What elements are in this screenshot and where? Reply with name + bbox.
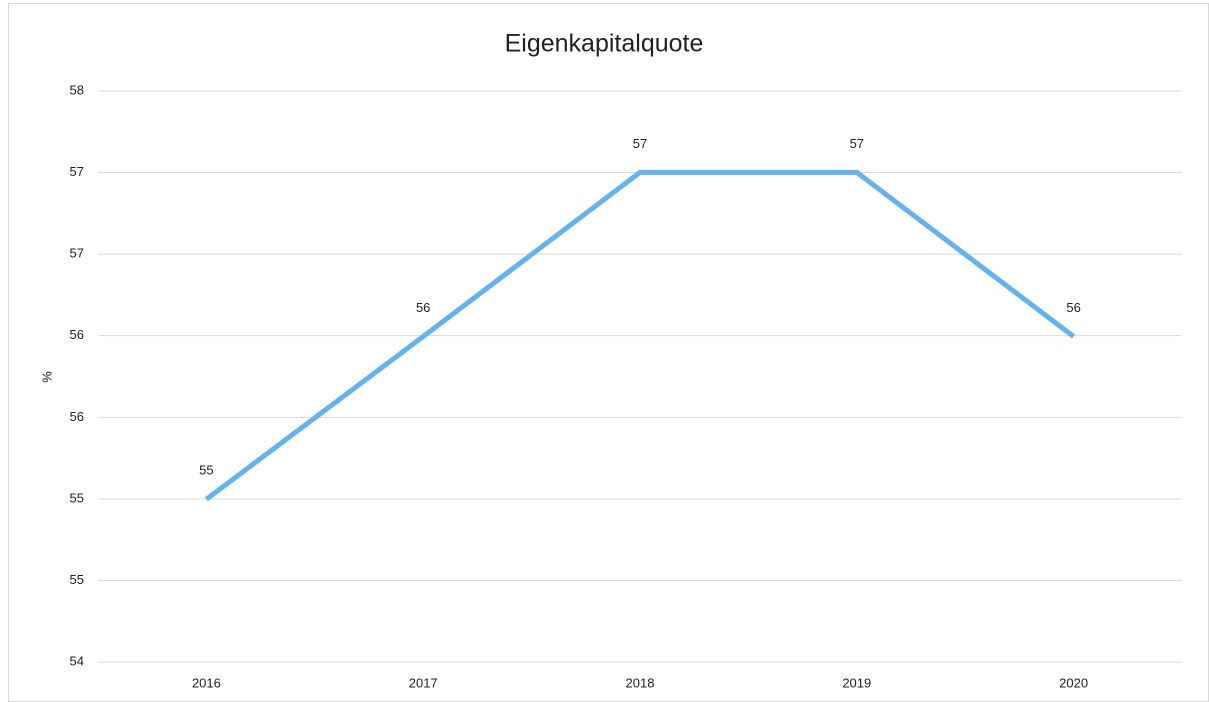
y-tick-label: 56 (70, 409, 84, 424)
y-tick-label: 54 (70, 653, 84, 668)
x-tick-label: 2016 (192, 675, 221, 690)
y-tick-label: 58 (70, 82, 84, 97)
y-tick-label: 55 (70, 572, 84, 587)
data-label: 56 (1066, 300, 1080, 315)
data-label: 55 (199, 463, 213, 478)
y-tick-label: 57 (70, 164, 84, 179)
chart-border (8, 3, 1209, 702)
data-label: 57 (850, 136, 864, 151)
x-tick-label: 2018 (626, 675, 655, 690)
data-line (204, 169, 1076, 502)
x-tick-label: 2017 (409, 675, 438, 690)
data-label: 57 (633, 136, 647, 151)
y-axis-label: % (39, 371, 54, 383)
y-tick-label: 56 (70, 327, 84, 342)
x-tick-label: 2019 (842, 675, 871, 690)
data-label: 56 (416, 300, 430, 315)
y-tick-label: 57 (70, 246, 84, 261)
chart-title: Eigenkapitalquote (505, 30, 704, 58)
x-tick-label: 2020 (1059, 675, 1088, 690)
y-tick-label: 55 (70, 490, 84, 505)
